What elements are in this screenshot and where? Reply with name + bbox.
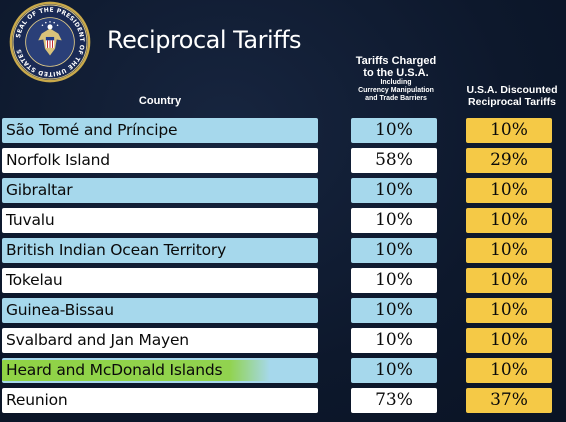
country-cell: Svalbard and Jan Mayen [2, 328, 318, 353]
country-name: São Tomé and Príncipe [6, 121, 178, 139]
tariff-charged-cell: 73% [351, 388, 437, 413]
presidential-seal-icon: SEAL OF THE PRESIDENT OF THE UNITED STAT… [9, 1, 91, 83]
column-header-country: Country [138, 95, 182, 107]
table-row: Heard and McDonald Islands 10% 10% [0, 358, 566, 383]
table-row: Reunion 73% 37% [0, 388, 566, 413]
discounted-tariff-cell: 10% [466, 178, 552, 203]
country-name: Svalbard and Jan Mayen [6, 331, 189, 349]
discounted-tariff-cell: 10% [466, 298, 552, 323]
discounted-tariff-cell: 10% [466, 358, 552, 383]
country-name: Guinea-Bissau [6, 301, 114, 319]
country-name: Reunion [6, 391, 68, 409]
table-row: Gibraltar 10% 10% [0, 178, 566, 203]
country-name: Tuvalu [6, 211, 55, 229]
discounted-tariff-cell: 29% [466, 148, 552, 173]
charged-header-sub-3: and Trade Barriers [365, 95, 427, 102]
tariff-charged-cell: 10% [351, 238, 437, 263]
table-row: São Tomé and Príncipe 10% 10% [0, 118, 566, 143]
country-cell: British Indian Ocean Territory [2, 238, 318, 263]
country-cell: Reunion [2, 388, 318, 413]
country-name: Tokelau [6, 271, 63, 289]
tariff-charged-cell: 58% [351, 148, 437, 173]
tariff-charged-cell: 10% [351, 298, 437, 323]
discounted-tariff-cell: 10% [466, 328, 552, 353]
discounted-tariff-cell: 10% [466, 238, 552, 263]
country-cell: Heard and McDonald Islands [2, 358, 318, 383]
discounted-tariff-cell: 10% [466, 208, 552, 233]
country-cell: São Tomé and Príncipe [2, 118, 318, 143]
charged-header-sub-2: Currency Manipulation [358, 87, 434, 94]
country-name: British Indian Ocean Territory [6, 241, 227, 259]
country-cell: Tuvalu [2, 208, 318, 233]
column-header-tariffs-charged: Tariffs Charged to the U.S.A. Including … [344, 55, 448, 103]
tariff-charged-cell: 10% [351, 178, 437, 203]
column-header-discounted-tariffs: U.S.A. Discounted Reciprocal Tariffs [454, 84, 566, 108]
discounted-tariff-cell: 10% [466, 268, 552, 293]
tariff-charged-cell: 10% [351, 118, 437, 143]
country-name: Gibraltar [6, 181, 73, 199]
tariff-charged-cell: 10% [351, 268, 437, 293]
charged-header-line-1: Tariffs Charged [355, 55, 437, 67]
table-row: Svalbard and Jan Mayen 10% 10% [0, 328, 566, 353]
discount-header-line-2: Reciprocal Tariffs [468, 96, 556, 108]
table-row: Guinea-Bissau 10% 10% [0, 298, 566, 323]
table-row: Tuvalu 10% 10% [0, 208, 566, 233]
table-row: Norfolk Island 58% 29% [0, 148, 566, 173]
country-name: Heard and McDonald Islands [6, 361, 223, 379]
country-name: Norfolk Island [6, 151, 110, 169]
discount-header-line-1: U.S.A. Discounted [466, 84, 558, 96]
highlighter-mark [2, 360, 270, 381]
tariff-charged-cell: 10% [351, 208, 437, 233]
discounted-tariff-cell: 37% [466, 388, 552, 413]
charged-header-sub-1: Including [380, 79, 412, 86]
table-row: British Indian Ocean Territory 10% 10% [0, 238, 566, 263]
charged-header-line-2: to the U.S.A. [363, 67, 429, 79]
country-cell: Gibraltar [2, 178, 318, 203]
country-cell: Norfolk Island [2, 148, 318, 173]
country-cell: Guinea-Bissau [2, 298, 318, 323]
page-title: Reciprocal Tariffs [107, 26, 302, 54]
table-row: Tokelau 10% 10% [0, 268, 566, 293]
country-cell: Tokelau [2, 268, 318, 293]
discounted-tariff-cell: 10% [466, 118, 552, 143]
tariff-charged-cell: 10% [351, 328, 437, 353]
tariff-charged-cell: 10% [351, 358, 437, 383]
